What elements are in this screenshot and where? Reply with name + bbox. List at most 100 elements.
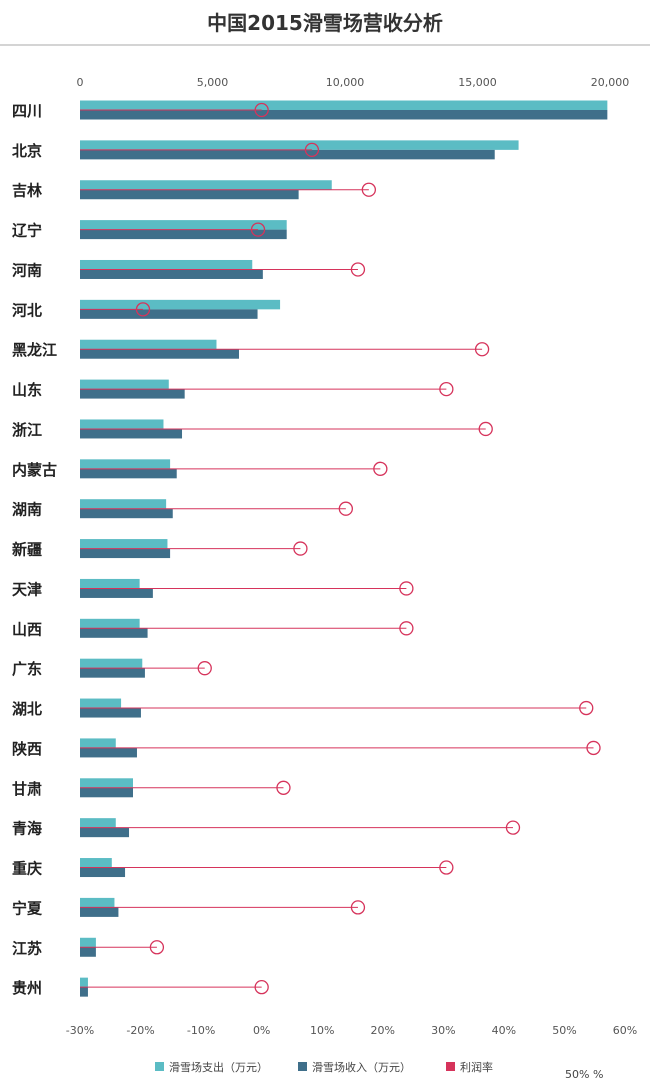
income-bar (80, 987, 88, 997)
profit-rate-point (586, 740, 601, 756)
chart-title: 中国2015滑雪场营收分析 (207, 11, 443, 35)
profit-rate-point (250, 222, 266, 237)
bar-group (80, 100, 608, 997)
expense-bar (80, 658, 143, 669)
bottom-tick-label: 50% (552, 1024, 576, 1037)
income-bar (80, 309, 258, 319)
category-label: 广东 (12, 660, 42, 678)
category-label: 新疆 (12, 541, 42, 559)
income-bar (80, 110, 608, 120)
profit-rate-point (579, 700, 594, 716)
bottom-tick-label: 40% (492, 1024, 516, 1037)
legend-label: 滑雪场支出（万元） (169, 1060, 268, 1074)
expense-bar (80, 140, 519, 150)
expense-bar (80, 180, 332, 190)
profit-rate-point (474, 342, 490, 357)
expense-bar (80, 738, 116, 748)
income-bar (80, 508, 173, 519)
category-label: 吉林 (12, 182, 43, 200)
top-tick-label: 0 (77, 76, 84, 89)
profit-rate-point (135, 302, 151, 317)
income-bar (80, 867, 126, 878)
category-label: 宁夏 (12, 899, 43, 917)
profit-rate-point (399, 581, 414, 596)
income-bar (80, 668, 145, 678)
expense-bar (80, 379, 169, 390)
income-bar (80, 189, 299, 200)
expense-bar (80, 339, 217, 350)
income-bar (80, 947, 96, 957)
legend-swatch (155, 1062, 164, 1071)
profit-rate-point (149, 940, 165, 955)
category-labels: 四川北京吉林辽宁河南河北黑龙江山东浙江内蒙古湖南新疆天津山西广东湖北陕西甘肃青海… (12, 102, 57, 997)
expense-bar (80, 698, 122, 709)
expense-bar (80, 419, 164, 429)
expense-bar (80, 259, 253, 270)
category-label: 北京 (12, 142, 42, 160)
expense-bar (80, 459, 171, 469)
profit-rate-point (439, 381, 454, 397)
profit-rate-markers (80, 102, 601, 995)
legend: 滑雪场支出（万元） 滑雪场收入（万元） 利润率 (155, 1060, 493, 1074)
bottom-tick-label: 10% (310, 1024, 334, 1037)
profit-rate-point (293, 541, 308, 556)
profit-rate-point (254, 102, 269, 118)
profit-rate-point (276, 780, 291, 795)
income-bar (80, 468, 177, 479)
income-bar (80, 787, 133, 798)
income-bar (80, 229, 287, 240)
footer-text: 50% % (565, 1068, 603, 1081)
category-label: 湖北 (12, 700, 42, 718)
top-tick-label: 5,000 (197, 76, 229, 89)
legend-label: 利润率 (460, 1060, 493, 1074)
expense-bar (80, 778, 133, 788)
category-label: 黑龙江 (12, 341, 57, 359)
category-label: 甘肃 (12, 780, 42, 798)
bottom-axis: -30% -20% -10% 0% 10% 20% 30% 40% 50% 60% (66, 1024, 637, 1037)
bottom-tick-label: 60% (613, 1024, 637, 1037)
category-label: 山西 (12, 620, 42, 638)
expense-bar (80, 578, 140, 589)
profit-rate-point (254, 979, 269, 995)
profit-rate-point (505, 820, 521, 835)
expense-bar (80, 937, 96, 948)
profit-rate-point (478, 421, 493, 437)
top-tick-label: 15,000 (458, 76, 497, 89)
profit-rate-point (399, 621, 414, 636)
income-bar (80, 628, 148, 638)
category-label: 四川 (12, 102, 42, 120)
expense-bar (80, 220, 287, 230)
category-label: 重庆 (12, 860, 42, 878)
profit-rate-point (338, 501, 353, 516)
expense-bar (80, 100, 608, 110)
category-label: 河北 (12, 301, 42, 319)
category-label: 青海 (12, 820, 42, 838)
top-tick-label: 10,000 (326, 76, 365, 89)
expense-bar (80, 858, 112, 868)
category-label: 湖南 (12, 501, 42, 519)
category-label: 河南 (12, 261, 42, 279)
profit-rate-point (304, 142, 320, 158)
income-bar (80, 269, 263, 279)
income-bar (80, 708, 141, 718)
category-label: 贵州 (12, 979, 42, 997)
top-axis: 0 5,000 10,000 15,000 20,000 (77, 76, 630, 89)
income-bar (80, 588, 153, 598)
income-bar (80, 349, 239, 359)
category-label: 辽宁 (12, 222, 42, 240)
expense-bar (80, 818, 116, 828)
category-label: 江苏 (12, 939, 42, 957)
expense-bar (80, 977, 88, 988)
bottom-tick-label: 0% (253, 1024, 270, 1037)
income-bar (80, 907, 119, 917)
income-bar (80, 548, 171, 559)
legend-label: 滑雪场收入（万元） (312, 1060, 411, 1074)
category-label: 山东 (12, 381, 42, 399)
income-bar (80, 827, 130, 838)
category-label: 浙江 (12, 421, 42, 439)
category-label: 天津 (12, 580, 42, 598)
income-bar (80, 149, 495, 160)
profit-rate-point (361, 182, 377, 197)
bottom-tick-label: -10% (187, 1024, 215, 1037)
